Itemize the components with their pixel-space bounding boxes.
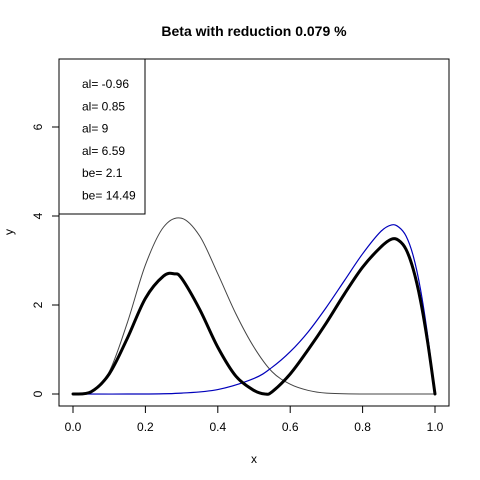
x-tick-label: 0.6 <box>282 420 299 434</box>
x-tick-label: 0.0 <box>65 420 82 434</box>
legend-entry: al= -0.96 <box>82 77 129 91</box>
series-line-thin-gray <box>72 217 436 395</box>
x-tick-label: 0.2 <box>137 420 154 434</box>
series-line-thick-black <box>71 237 437 396</box>
chart-title: Beta with reduction 0.079 % <box>161 23 347 39</box>
y-tick-label: 0 <box>31 390 45 397</box>
series-layer <box>71 217 437 396</box>
legend: al= -0.96 al= 0.85 al= 9 al= 6.59 be= 2.1 be=… <box>58 58 146 215</box>
y-tick-label: 2 <box>31 301 45 308</box>
y-axis-label: y <box>2 229 16 235</box>
legend-entry: al= 0.85 <box>82 99 125 113</box>
x-tick-label: 1.0 <box>427 420 444 434</box>
x-axis: 0.0 0.2 0.4 0.6 0.8 1.0 <box>65 405 444 434</box>
legend-box <box>58 58 146 215</box>
x-tick-label: 0.4 <box>209 420 226 434</box>
legend-entry: al= 6.59 <box>82 144 125 158</box>
x-tick-label: 0.8 <box>354 420 371 434</box>
x-axis-label: x <box>251 452 257 466</box>
y-axis: 0 2 4 6 <box>31 123 60 397</box>
legend-entry: al= 9 <box>82 122 109 136</box>
y-tick-label: 4 <box>31 212 45 219</box>
series-line-blue <box>72 224 436 395</box>
legend-entry: be= 2.1 <box>82 166 123 180</box>
legend-entry: be= 14.49 <box>82 189 136 203</box>
y-tick-label: 6 <box>31 123 45 130</box>
